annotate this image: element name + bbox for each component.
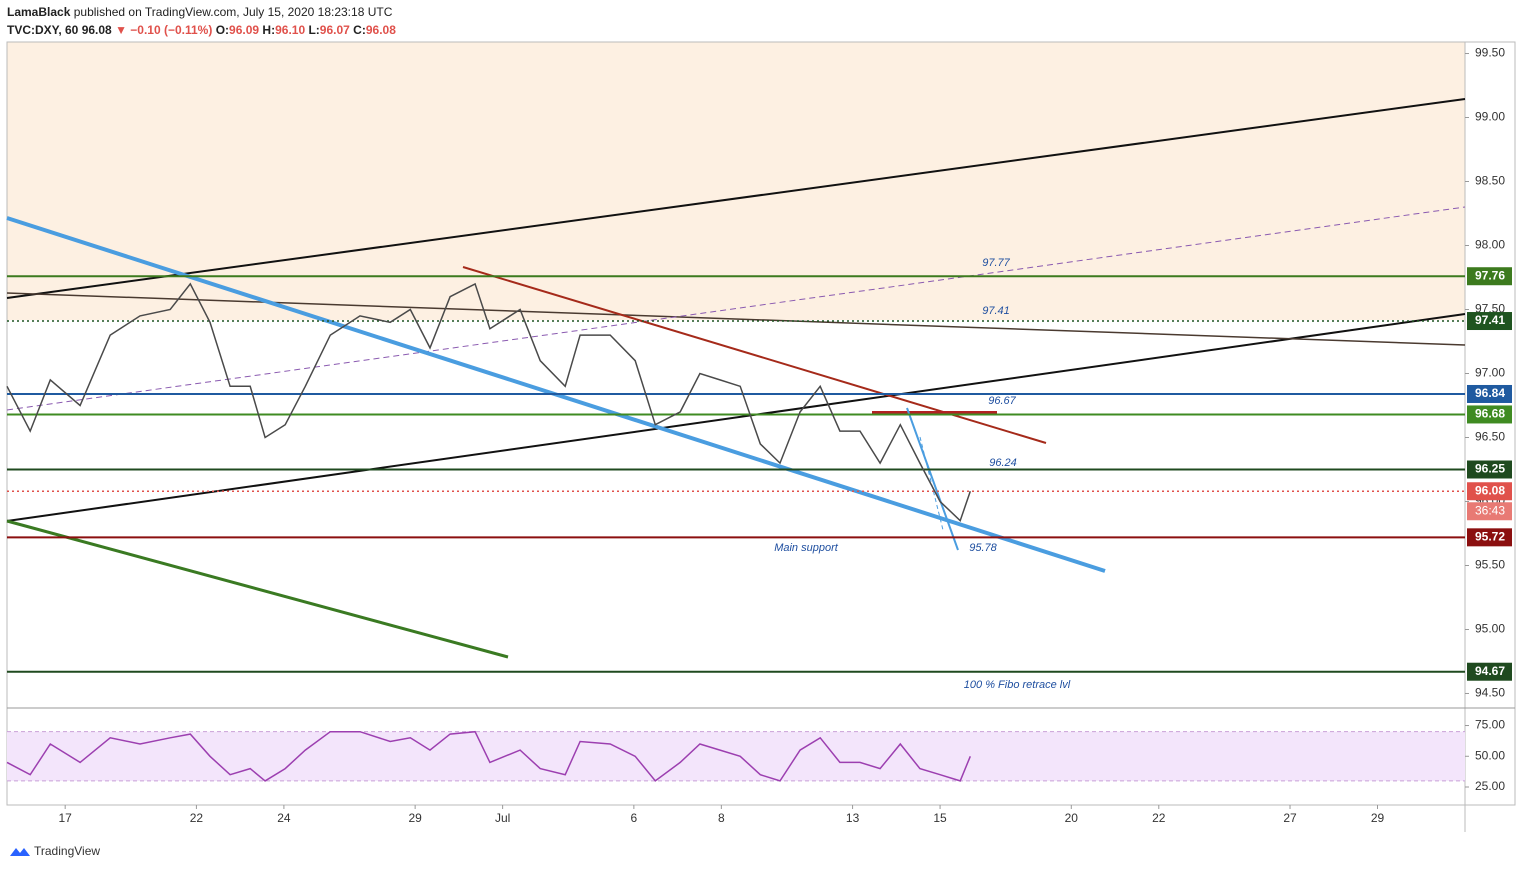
annotation: 96.24 bbox=[989, 457, 1017, 469]
annotation: Main support bbox=[774, 542, 839, 554]
trend-line bbox=[6, 519, 509, 659]
y-tick-label: 94.50 bbox=[1475, 686, 1505, 700]
last: 96.08 bbox=[81, 23, 112, 37]
trend-line bbox=[462, 266, 1047, 444]
trend-line bbox=[6, 313, 1466, 522]
published: published on TradingView.com, July 15, 2… bbox=[73, 5, 393, 19]
change: ▼ −0.10 (−0.11%) bbox=[115, 23, 213, 37]
c: 96.08 bbox=[365, 23, 396, 37]
h-label: H: bbox=[262, 23, 276, 37]
y-tick-label: 97.00 bbox=[1475, 366, 1505, 380]
countdown: 36:43 bbox=[1475, 503, 1505, 517]
ohlc-line: TVC:DXY, 60 96.08 ▼ −0.10 (−0.11%) O:96.… bbox=[7, 23, 396, 37]
trend-line bbox=[6, 292, 1466, 346]
price-line bbox=[6, 282, 972, 523]
y-tick-label: 99.50 bbox=[1475, 46, 1505, 60]
annotation: 97.41 bbox=[982, 305, 1010, 317]
level-tag bbox=[1467, 460, 1512, 479]
countdown-tag bbox=[1467, 502, 1512, 521]
wedge-line bbox=[906, 407, 959, 551]
y-tick-label: 98.50 bbox=[1475, 174, 1505, 188]
x-tick-label: 20 bbox=[1065, 811, 1079, 825]
x-tick-label: 24 bbox=[277, 811, 291, 825]
header-line: LamaBlack published on TradingView.com, … bbox=[7, 5, 392, 19]
channel-line bbox=[6, 216, 1106, 573]
logo bbox=[10, 848, 30, 856]
y-tick-label: 98.00 bbox=[1475, 238, 1505, 252]
level-tag bbox=[1467, 384, 1512, 403]
level-label: 95.72 bbox=[1475, 530, 1505, 544]
level-tag bbox=[1467, 482, 1512, 501]
l-label: L: bbox=[308, 23, 320, 37]
y-tick-label: 97.50 bbox=[1475, 302, 1505, 316]
o: 96.09 bbox=[229, 23, 260, 37]
y-tick-label: 25.00 bbox=[1475, 779, 1505, 793]
level-tag bbox=[1467, 662, 1512, 681]
author: LamaBlack bbox=[7, 5, 71, 19]
level-label: 96.08 bbox=[1475, 483, 1505, 497]
level-label: 96.84 bbox=[1475, 386, 1505, 400]
annotation: 96.67 bbox=[988, 395, 1016, 407]
x-tick-label: 17 bbox=[59, 811, 73, 825]
level-tag bbox=[1467, 405, 1512, 424]
frame bbox=[6, 41, 1516, 806]
drawings bbox=[6, 98, 1466, 659]
y-tick-label: 96.00 bbox=[1475, 494, 1505, 508]
o-label: O: bbox=[215, 23, 230, 37]
level-label: 96.68 bbox=[1475, 407, 1505, 421]
rsi-band bbox=[7, 731, 1465, 781]
brand: TradingView bbox=[34, 844, 100, 858]
level-label: 97.41 bbox=[1475, 313, 1505, 327]
level-tag bbox=[1467, 528, 1512, 547]
symbol: TVC:DXY, 60 bbox=[7, 23, 79, 37]
x-tick-label: 22 bbox=[190, 811, 204, 825]
y-tick-label: 99.00 bbox=[1475, 110, 1505, 124]
level-tag bbox=[1467, 267, 1512, 286]
x-tick-label: 29 bbox=[408, 811, 422, 825]
annotation: 95.78 bbox=[969, 542, 997, 554]
annotation: 100 % Fibo retrace lvl bbox=[964, 679, 1071, 691]
x-tick-label: 8 bbox=[718, 811, 725, 825]
y-tick-label: 75.00 bbox=[1475, 718, 1505, 732]
l: 96.07 bbox=[319, 23, 350, 37]
x-tick-label: 13 bbox=[846, 811, 860, 825]
c-label: C: bbox=[353, 23, 366, 37]
price-line bbox=[6, 730, 971, 782]
trend-line bbox=[6, 98, 1466, 299]
x-tick-label: 27 bbox=[1283, 811, 1297, 825]
h: 96.10 bbox=[275, 23, 306, 37]
x-tick-label: 22 bbox=[1152, 811, 1166, 825]
x-tick-label: 29 bbox=[1371, 811, 1385, 825]
zone bbox=[7, 42, 1465, 320]
annotation: 97.77 bbox=[982, 257, 1010, 269]
level-label: 96.25 bbox=[1475, 462, 1505, 476]
wedge-line bbox=[919, 436, 944, 531]
x-tick-label: 15 bbox=[933, 811, 947, 825]
y-tick-label: 50.00 bbox=[1475, 748, 1505, 762]
y-tick-label: 95.50 bbox=[1475, 558, 1505, 572]
level-tag bbox=[1467, 312, 1512, 331]
y-tick-label: 96.50 bbox=[1475, 430, 1505, 444]
x-tick-label: 6 bbox=[631, 811, 638, 825]
x-tick-label: Jul bbox=[495, 811, 510, 825]
level-label: 94.67 bbox=[1475, 664, 1505, 678]
trend-line bbox=[6, 206, 1466, 411]
y-tick-label: 95.00 bbox=[1475, 622, 1505, 636]
level-label: 97.76 bbox=[1475, 268, 1505, 282]
